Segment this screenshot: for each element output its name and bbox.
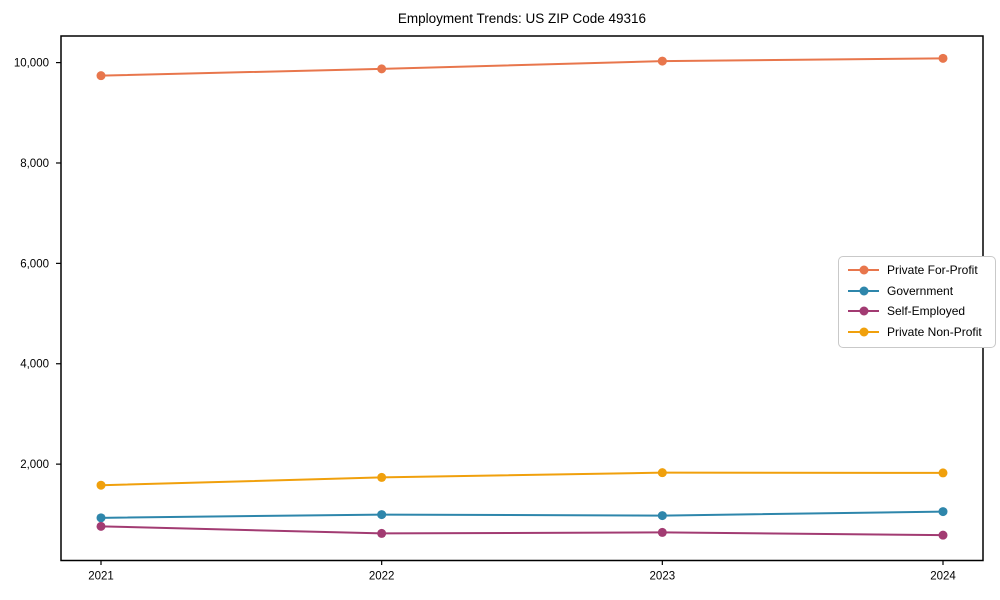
- legend-item-private-non-profit: Private Non-Profit: [848, 322, 982, 343]
- data-point-government: [96, 513, 106, 523]
- legend-item-label: Government: [887, 283, 954, 298]
- legend-item-government: Government: [848, 281, 982, 302]
- data-point-self-employed: [377, 528, 387, 538]
- data-point-private-for-profit: [96, 71, 106, 81]
- data-point-self-employed: [938, 530, 948, 540]
- x-axis-tick-label: 2021: [88, 571, 114, 583]
- data-point-private-non-profit: [377, 472, 387, 482]
- legend-marker-icon: [848, 265, 879, 276]
- legend-item-label: Private Non-Profit: [887, 324, 982, 339]
- data-point-private-non-profit: [657, 468, 667, 478]
- data-point-self-employed: [657, 527, 667, 537]
- x-axis-tick-label: 2022: [369, 571, 395, 583]
- legend-item-private-for-profit: Private For-Profit: [848, 260, 982, 281]
- data-point-government: [938, 507, 948, 517]
- data-point-government: [377, 510, 387, 520]
- y-axis-tick-label: 10,000: [14, 58, 49, 70]
- data-point-government: [657, 511, 667, 521]
- series-line-private-non-profit: [100, 471, 944, 487]
- legend-item-label: Self-Employed: [887, 304, 966, 319]
- legend-marker-icon: [848, 306, 879, 317]
- series-line-government: [100, 510, 944, 519]
- data-point-private-for-profit: [657, 56, 667, 66]
- data-point-private-for-profit: [377, 64, 387, 74]
- y-axis-tick-label: 4,000: [20, 359, 49, 371]
- chart-legend: Private For-Profit Government Self-Employe…: [838, 256, 996, 348]
- y-axis-tick-label: 2,000: [20, 459, 49, 471]
- legend-marker-icon: [848, 326, 879, 337]
- data-point-private-for-profit: [938, 53, 948, 63]
- legend-item-self-employed: Self-Employed: [848, 301, 982, 322]
- data-point-private-non-profit: [96, 480, 106, 490]
- x-axis-tick-label: 2024: [930, 571, 956, 583]
- chart-title: Employment Trends: US ZIP Code 49316: [397, 11, 647, 26]
- y-axis-tick-label: 8,000: [20, 158, 49, 170]
- y-axis-tick-label: 6,000: [20, 258, 49, 270]
- series-line-private-for-profit: [100, 57, 944, 77]
- data-point-private-non-profit: [938, 468, 948, 478]
- series-line-self-employed: [100, 525, 944, 537]
- legend-marker-icon: [848, 285, 879, 296]
- legend-item-label: Private For-Profit: [887, 263, 978, 278]
- data-point-self-employed: [96, 521, 106, 531]
- x-axis-tick-label: 2023: [650, 571, 676, 583]
